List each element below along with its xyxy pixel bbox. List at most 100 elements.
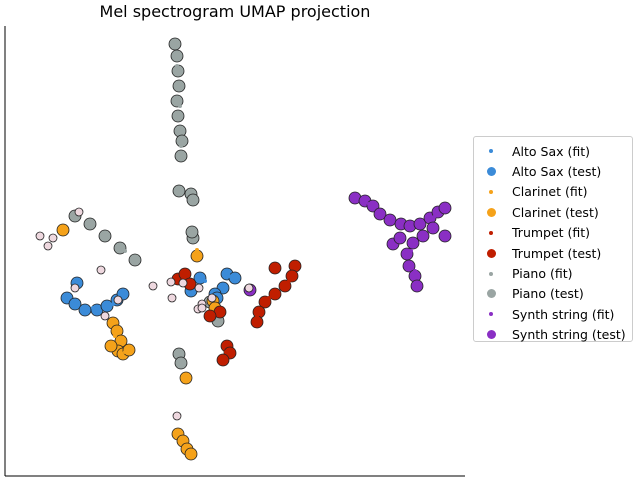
point-synth-string-test-11 — [426, 221, 440, 235]
points-layer — [35, 37, 452, 461]
legend-item: Alto Sax (fit) — [480, 141, 626, 161]
legend-item: Piano (fit) — [480, 263, 626, 283]
point-outliers-test-0 — [43, 241, 53, 251]
point-alto-sax-fit-3 — [227, 274, 231, 278]
legend-item: Synth string (fit) — [480, 304, 626, 324]
point-piano-test-5 — [171, 109, 185, 123]
point-alto-sax-fit-2 — [111, 302, 115, 306]
legend-item: Clarinet (fit) — [480, 182, 626, 202]
point-clarinet-fit-0 — [113, 334, 117, 338]
point-piano-test-18 — [174, 356, 188, 370]
point-piano-test-8 — [174, 149, 188, 163]
point-alto-sax-test-2 — [78, 303, 92, 317]
point-piano-fit-0 — [175, 64, 179, 68]
legend-item: Clarinet (test) — [480, 202, 626, 222]
point-outliers-test-7 — [100, 311, 110, 321]
point-clarinet-fit-2 — [179, 436, 183, 440]
point-outliers-test-1 — [35, 231, 45, 241]
legend-label: Piano (fit) — [512, 266, 573, 282]
point-outliers-test-2 — [48, 233, 58, 243]
legend-marker — [480, 149, 502, 154]
point-outliers-test-11 — [178, 278, 188, 288]
point-piano-test-3 — [172, 79, 186, 93]
point-clarinet-test-5 — [122, 343, 136, 357]
point-trumpet-test-3 — [268, 287, 282, 301]
point-piano-fit-2 — [179, 144, 183, 148]
point-trumpet-fit-0 — [287, 279, 291, 283]
scatter-plot — [4, 26, 465, 477]
point-outliers-test-9 — [166, 277, 176, 287]
point-piano-fit-4 — [123, 249, 127, 253]
legend-item: Synth string (test) — [480, 325, 626, 345]
point-piano-fit-1 — [178, 104, 182, 108]
point-outliers-test-12 — [194, 283, 204, 293]
point-clarinet-fit-4 — [195, 248, 199, 252]
point-clarinet-fit-3 — [187, 450, 191, 454]
point-synth-string-test-20 — [438, 229, 452, 243]
point-piano-fit-3 — [103, 236, 107, 240]
point-clarinet-test-10 — [184, 447, 198, 461]
point-outliers-test-15 — [244, 283, 254, 293]
point-synth-string-fit-3 — [409, 249, 413, 253]
legend-label: Clarinet (test) — [512, 204, 599, 220]
point-trumpet-fit-1 — [267, 296, 271, 300]
legend-label: Synth string (test) — [512, 327, 626, 343]
point-piano-test-11 — [186, 193, 200, 207]
point-clarinet-test-13 — [56, 223, 70, 237]
legend-label: Piano (test) — [512, 286, 584, 302]
chart-title: Mel spectrogram UMAP projection — [99, 2, 371, 21]
legend-label: Synth string (fit) — [512, 306, 615, 322]
point-synth-string-test-19 — [393, 231, 407, 245]
point-clarinet-fit-1 — [123, 350, 127, 354]
legend-marker — [480, 289, 502, 299]
legend-marker — [480, 207, 502, 217]
point-synth-string-fit-0 — [367, 202, 371, 206]
point-alto-sax-fit-0 — [71, 299, 75, 303]
legend-item: Piano (test) — [480, 284, 626, 304]
point-synth-string-fit-4 — [413, 269, 417, 273]
legend: Alto Sax (fit) Alto Sax (test) Clarinet (f… — [473, 136, 633, 342]
legend-label: Alto Sax (fit) — [512, 143, 591, 159]
point-synth-string-test-15 — [402, 259, 416, 273]
point-synth-string-fit-1 — [399, 224, 403, 228]
point-alto-sax-fit-4 — [203, 279, 207, 283]
point-alto-sax-test-8 — [228, 271, 242, 285]
point-outliers-test-10 — [167, 293, 177, 303]
point-piano-test-1 — [170, 49, 184, 63]
point-synth-string-test-13 — [406, 236, 420, 250]
point-synth-string-test-7 — [413, 217, 427, 231]
legend-label: Alto Sax (test) — [512, 164, 602, 180]
legend-label: Trumpet (fit) — [512, 225, 591, 241]
legend-marker — [480, 271, 502, 276]
legend-label: Trumpet (test) — [512, 245, 602, 261]
point-synth-string-test-4 — [383, 213, 397, 227]
point-piano-test-21 — [185, 225, 199, 239]
point-synth-string-test-10 — [438, 201, 452, 215]
legend-label: Clarinet (fit) — [512, 184, 588, 200]
legend-item: Trumpet (test) — [480, 243, 626, 263]
point-clarinet-test-12 — [179, 371, 193, 385]
legend-marker — [480, 167, 502, 177]
point-piano-test-12 — [128, 253, 142, 267]
point-outliers-test-8 — [148, 281, 158, 291]
point-clarinet-test-6 — [104, 339, 118, 353]
legend-marker — [480, 230, 502, 235]
point-trumpet-test-15 — [268, 261, 282, 275]
point-outliers-test-5 — [96, 265, 106, 275]
point-piano-test-9 — [172, 184, 186, 198]
point-trumpet-test-2 — [278, 279, 292, 293]
legend-marker — [480, 312, 502, 317]
point-trumpet-fit-3 — [224, 350, 228, 354]
point-synth-string-test-3 — [373, 207, 387, 221]
point-outliers-test-16 — [172, 411, 182, 421]
legend-marker — [480, 248, 502, 258]
point-synth-string-test-17 — [410, 279, 424, 293]
point-trumpet-fit-2 — [255, 314, 259, 318]
point-outliers-test-14 — [207, 293, 217, 303]
point-trumpet-test-14 — [203, 309, 217, 323]
point-alto-sax-fit-1 — [91, 306, 95, 310]
point-trumpet-test-9 — [216, 353, 230, 367]
point-outliers-test-4 — [70, 283, 80, 293]
point-outliers-test-18 — [197, 303, 207, 313]
point-piano-test-0 — [168, 37, 182, 51]
